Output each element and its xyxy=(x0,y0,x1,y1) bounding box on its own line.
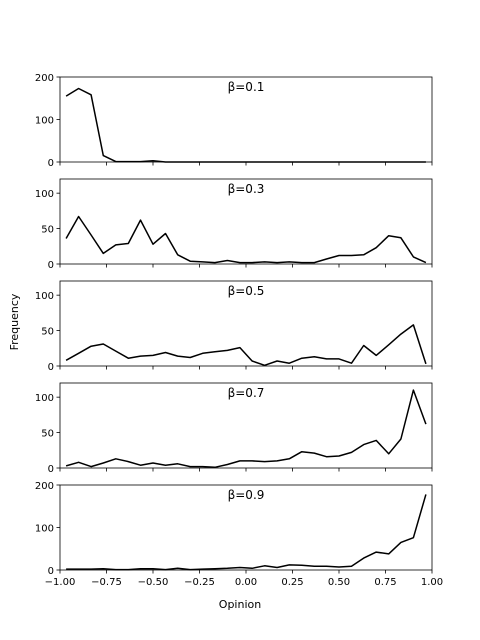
y-tick-label: 100 xyxy=(35,189,54,200)
subplot-4: 0 50 100 β=0.7 xyxy=(35,382,433,475)
subplot-2: 0 50 100 β=0.3 xyxy=(35,178,433,271)
series-line xyxy=(65,215,427,264)
panel-label: β=0.7 xyxy=(228,386,265,400)
series-line xyxy=(65,87,426,163)
y-axis-label: Frequency xyxy=(8,293,21,350)
y-tick-label: 50 xyxy=(41,326,54,337)
x-tick-label: −1.00 xyxy=(45,577,76,588)
x-tick-label: 0.00 xyxy=(235,577,257,588)
y-tick-label: 0 xyxy=(48,566,54,577)
y-tick-label: 100 xyxy=(35,115,54,126)
y-tick-label: 200 xyxy=(35,73,54,84)
y-tick-label: 50 xyxy=(41,428,54,439)
x-axis-label: Opinion xyxy=(219,598,261,611)
x-tick-label: 0.75 xyxy=(374,577,396,588)
series-line xyxy=(65,389,427,469)
subplot-5: 0 100 200 −1.00 −0.75 −0.50 −0.25 0.00 0.25 0.50 0… xyxy=(35,481,443,588)
x-tick-label: −0.25 xyxy=(184,577,215,588)
x-tick-label: 0.50 xyxy=(328,577,350,588)
panel-label: β=0.9 xyxy=(228,488,265,502)
panels: 0 100 200 β=0.1 0 50 100 β=0.3 0 50 100 β=0.5 0 50 100… xyxy=(35,73,443,588)
subplot-3: 0 50 100 β=0.5 xyxy=(35,280,433,373)
y-tick-label: 100 xyxy=(35,291,54,302)
x-tick-label: 0.25 xyxy=(281,577,303,588)
y-tick-label: 0 xyxy=(48,158,54,169)
panel-label: β=0.5 xyxy=(228,284,265,298)
y-tick-label: 0 xyxy=(48,362,54,373)
x-tick-label: −0.50 xyxy=(138,577,169,588)
panel-label: β=0.3 xyxy=(228,182,265,196)
y-tick-label: 0 xyxy=(48,464,54,475)
panel-label: β=0.1 xyxy=(228,80,265,94)
y-tick-label: 50 xyxy=(41,224,54,235)
series-line xyxy=(66,494,427,571)
y-tick-label: 100 xyxy=(35,393,54,404)
series-line xyxy=(65,324,427,367)
x-tick-label: 1.00 xyxy=(421,577,443,588)
y-tick-label: 100 xyxy=(35,523,54,534)
x-tick-label: −0.75 xyxy=(91,577,122,588)
y-tick-label: 200 xyxy=(35,481,54,492)
subplot-1: 0 100 200 β=0.1 xyxy=(35,73,433,169)
y-tick-label: 0 xyxy=(48,260,54,271)
